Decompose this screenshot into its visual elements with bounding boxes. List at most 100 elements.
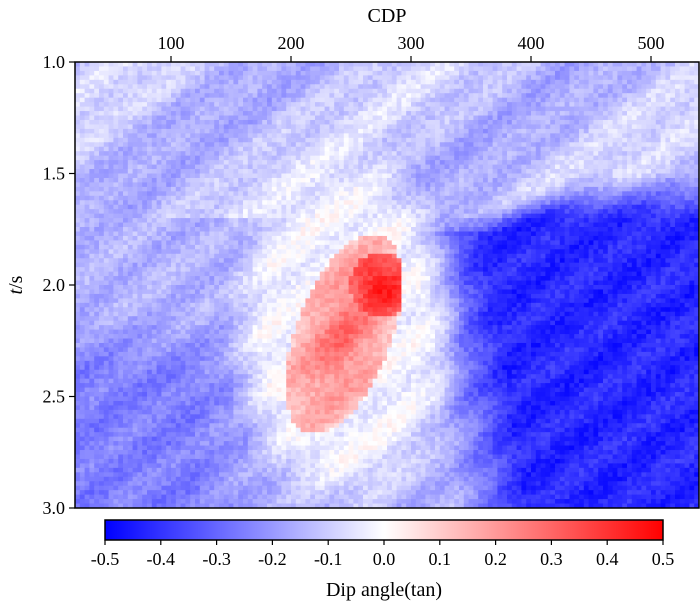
heatmap-cell (127, 128, 134, 134)
heatmap-cell (161, 115, 167, 121)
heatmap-cell (631, 97, 638, 103)
heatmap-cell (132, 222, 138, 228)
heatmap-cell (617, 160, 623, 166)
heatmap-cell (214, 218, 220, 224)
heatmap-cell (363, 200, 369, 206)
heatmap-cell (243, 155, 249, 161)
heatmap-cell (675, 164, 681, 170)
heatmap-cell (171, 97, 177, 103)
heatmap-cell (367, 62, 374, 68)
heatmap-cell (94, 133, 100, 139)
heatmap-cell (75, 119, 81, 126)
heatmap-cell (377, 111, 383, 117)
heatmap-cell (655, 111, 662, 117)
heatmap-cell (665, 200, 671, 206)
heatmap-cell (358, 191, 364, 197)
heatmap-cell (339, 155, 345, 161)
heatmap-cell (559, 222, 566, 228)
heatmap-cell (415, 102, 422, 108)
heatmap-cell (243, 97, 249, 103)
heatmap-cell (123, 177, 129, 184)
heatmap-cell (593, 88, 599, 94)
heatmap-cell (468, 195, 474, 201)
heatmap-cell (195, 200, 201, 206)
heatmap-cell (137, 195, 143, 201)
heatmap-cell (147, 75, 153, 81)
heatmap-cell (166, 66, 172, 72)
heatmap-cell (555, 142, 561, 148)
heatmap-cell (339, 84, 345, 90)
heatmap-cell (209, 155, 215, 161)
heatmap-cell (564, 177, 570, 184)
heatmap-cell (252, 231, 258, 237)
heatmap-cell (631, 66, 638, 72)
heatmap-cell (372, 186, 378, 192)
heatmap-cell (540, 106, 546, 112)
heatmap-cell (257, 75, 263, 81)
heatmap-cell (99, 102, 105, 108)
heatmap-cell (444, 146, 450, 152)
heatmap-cell (247, 137, 254, 143)
heatmap-cell (516, 102, 522, 108)
heatmap-cell (108, 191, 114, 197)
heatmap-cell (444, 124, 450, 130)
heatmap-cell (348, 222, 354, 228)
heatmap-cell (588, 177, 594, 184)
heatmap-cell (411, 191, 417, 197)
heatmap-cell (550, 204, 556, 210)
heatmap-cell (430, 177, 436, 184)
heatmap-cell (291, 88, 297, 94)
heatmap-cell (665, 173, 671, 179)
heatmap-cell (113, 182, 119, 188)
heatmap-cell (343, 75, 350, 81)
heatmap-cell (636, 62, 642, 68)
heatmap-cell (377, 169, 383, 175)
heatmap-cell (367, 137, 374, 143)
heatmap-cell (588, 186, 594, 192)
heatmap-cell (579, 128, 585, 134)
heatmap-cell (358, 146, 364, 152)
heatmap-cell (468, 124, 474, 130)
heatmap-cell (228, 218, 234, 224)
heatmap-cell (631, 213, 638, 219)
heatmap-cell (617, 66, 623, 72)
heatmap-cell (295, 160, 302, 166)
heatmap-cell (468, 227, 474, 233)
heatmap-cell (627, 160, 633, 166)
heatmap-cell (622, 93, 628, 99)
heatmap-cell (252, 115, 258, 121)
heatmap-cell (535, 151, 542, 157)
heatmap-cell (276, 142, 282, 148)
heatmap-cell (190, 151, 196, 157)
heatmap-cell (430, 213, 436, 219)
heatmap-cell (171, 195, 177, 201)
heatmap-cell (521, 111, 527, 117)
heatmap-cell (646, 204, 652, 210)
heatmap-cell (574, 182, 580, 188)
heatmap-cell (454, 124, 460, 130)
heatmap-cell (406, 151, 412, 157)
heatmap-cell (348, 106, 354, 112)
heatmap-cell (415, 164, 422, 170)
heatmap-cell (612, 93, 618, 99)
heatmap-cell (651, 222, 657, 228)
heatmap-cell (420, 204, 426, 210)
heatmap-cell (483, 111, 489, 117)
heatmap-cell (219, 186, 225, 192)
heatmap-cell (526, 79, 532, 85)
heatmap-cell (631, 79, 638, 85)
heatmap-cell (675, 182, 681, 188)
heatmap-cell (463, 124, 470, 130)
heatmap-cell (492, 213, 498, 219)
heatmap-cell (684, 137, 690, 143)
heatmap-cell (497, 195, 503, 201)
heatmap-cell (291, 200, 297, 206)
heatmap-cell (401, 137, 407, 143)
heatmap-cell (315, 66, 321, 72)
heatmap-cell (127, 169, 134, 175)
heatmap-cell (583, 169, 590, 175)
heatmap-cell (483, 146, 489, 152)
heatmap-cell (627, 88, 633, 94)
heatmap-cell (137, 186, 143, 192)
heatmap-cell (310, 62, 316, 68)
